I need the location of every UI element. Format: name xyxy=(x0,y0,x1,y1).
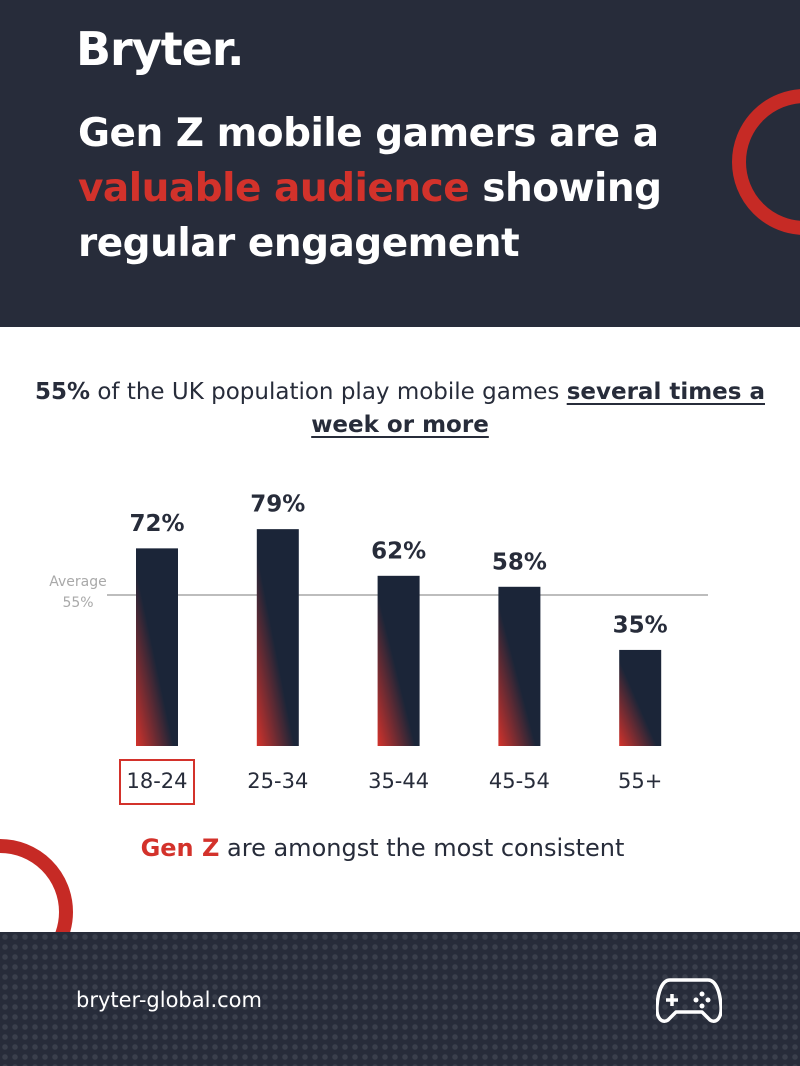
value-label: 79% xyxy=(250,492,305,518)
x-tick-label: 25-34 xyxy=(247,769,308,793)
title: Gen Z mobile gamers are a valuable audie… xyxy=(78,106,728,271)
subtitle-underline: several times a week or more xyxy=(311,379,765,438)
footer xyxy=(0,932,800,1066)
subtitle-part: of the UK population play mobile games xyxy=(90,379,567,405)
url: bryter-global.com xyxy=(76,988,262,1012)
x-tick-label: 45-54 xyxy=(489,769,550,793)
average-value-label: 55% xyxy=(62,595,93,611)
bar xyxy=(619,649,662,746)
subtitle-bold: 55% xyxy=(34,379,91,405)
x-tick-label: 35-44 xyxy=(368,769,429,793)
subtitle: 55% of the UK population play mobile gam… xyxy=(0,376,800,442)
bar xyxy=(256,529,299,746)
chart: Average 55% 72% 18-24 79% 25-34 62% 35-44 58% 45-… xyxy=(0,492,708,932)
title-part: showing regular engagement xyxy=(78,166,662,266)
average-label: Average xyxy=(49,574,107,590)
decor-ring xyxy=(0,839,73,932)
note-highlight: Gen Z xyxy=(140,834,220,862)
category-highlight xyxy=(119,759,195,805)
decor-ring xyxy=(732,89,800,235)
x-tick-label: 55+ xyxy=(618,769,662,793)
brand: Bryter. xyxy=(76,22,245,76)
note: Gen Z are amongst the most consistent xyxy=(0,834,765,862)
title-part: Gen Z mobile gamers are a xyxy=(78,111,659,156)
title-highlight: valuable audience xyxy=(78,166,470,211)
gamepad-icon xyxy=(656,978,722,1023)
value-label: 62% xyxy=(371,538,426,564)
value-label: 35% xyxy=(613,612,668,638)
value-label: 72% xyxy=(129,511,184,537)
bar xyxy=(136,548,178,746)
bar xyxy=(377,575,420,746)
x-tick-label: 18-24 xyxy=(126,769,187,793)
note-part: are amongst the most consistent xyxy=(219,834,625,862)
value-label: 58% xyxy=(492,549,547,575)
header: Bryter. Gen Z mobile gamers are a valuab… xyxy=(0,0,800,327)
bar xyxy=(498,586,541,746)
